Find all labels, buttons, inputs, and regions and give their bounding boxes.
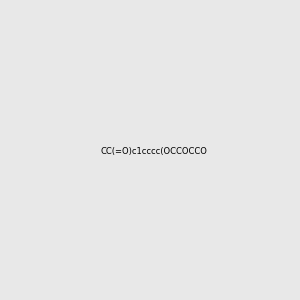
Text: CC(=O)c1cccc(OCCOCCO: CC(=O)c1cccc(OCCOCCO — [100, 147, 207, 156]
